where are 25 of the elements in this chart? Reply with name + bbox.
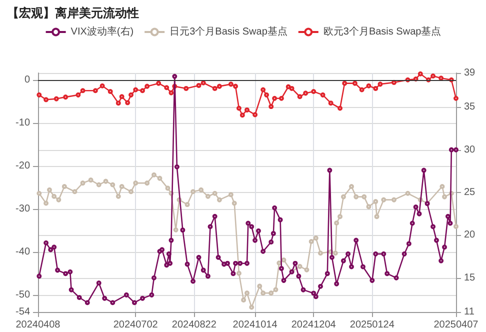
y-tick-label: 0 [24, 74, 30, 86]
x-tick-label: 20241014 [232, 320, 278, 330]
y2-tick-label: 15 [464, 272, 476, 284]
x-tick-label: 20240822 [172, 320, 217, 330]
y2-tick-label: 25 [464, 187, 476, 198]
y2-tick-label: 30 [464, 144, 476, 156]
x-tick-label: 20240408 [16, 320, 61, 330]
legend-label: VIX波动率(右) [70, 26, 134, 38]
y-tick-label: -54 [16, 306, 30, 318]
y2-tick-label: 11 [464, 306, 475, 318]
y2-tick-label: 35 [464, 102, 476, 113]
legend-label: 日元3个月Basis Swap基点 [170, 26, 288, 38]
x-tick-label: 20250407 [434, 320, 479, 330]
legend-label: 欧元3个月Basis Swap基点 [323, 26, 442, 38]
y2-tick-label: 20 [464, 230, 476, 241]
y-tick-label: -30 [16, 203, 30, 214]
y-tick-label: -40 [16, 246, 30, 258]
x-tick-label: 20241204 [291, 320, 336, 330]
y2-tick-label: 39 [464, 68, 476, 78]
y-tick-label: -10 [16, 117, 30, 128]
x-tick-label: 20240702 [113, 320, 158, 330]
y-tick-label: -20 [16, 160, 30, 172]
y-tick-label: -50 [16, 289, 30, 300]
chart-title: 【宏观】离岸美元流动性 [7, 6, 139, 20]
x-tick-label: 20250124 [350, 320, 395, 330]
